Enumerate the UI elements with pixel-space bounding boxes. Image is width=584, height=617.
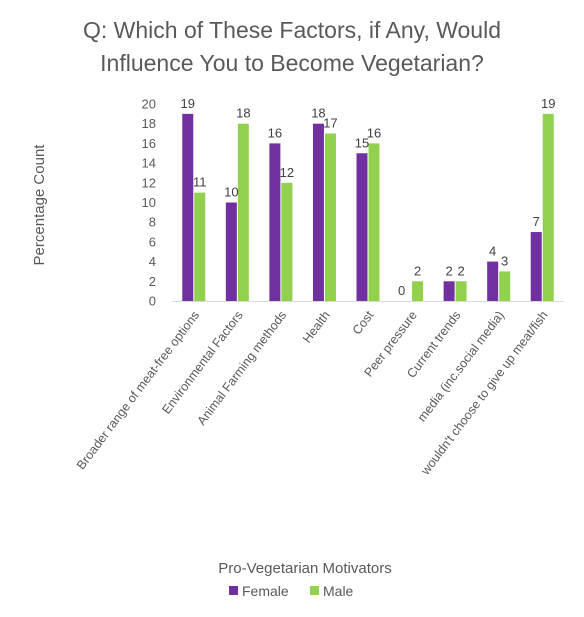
- category-label: Animal Farming methods: [194, 308, 289, 427]
- bar-male: [368, 143, 380, 301]
- data-label-female: 2: [445, 263, 452, 278]
- data-label-female: 16: [268, 125, 282, 140]
- data-label-female: 19: [181, 96, 195, 111]
- bar-female: [269, 143, 281, 301]
- y-tick-label: 14: [142, 156, 156, 171]
- bar-male: [455, 281, 467, 301]
- chart-title: Q: Which of These Factors, if Any, Would…: [83, 17, 501, 76]
- y-tick-label: 18: [142, 116, 156, 131]
- data-label-male: 18: [236, 106, 250, 121]
- legend-swatch-female: [229, 586, 238, 595]
- y-tick-label: 12: [142, 175, 156, 190]
- legend-swatch-male: [310, 586, 319, 595]
- y-tick-label: 2: [149, 274, 156, 289]
- data-label-female: 7: [533, 214, 540, 229]
- bar-female: [225, 202, 237, 301]
- bar-male: [412, 281, 424, 301]
- bar-male: [324, 133, 336, 301]
- data-label-male: 2: [414, 263, 421, 278]
- y-tick-label: 8: [149, 215, 156, 230]
- data-label-male: 12: [280, 165, 294, 180]
- bars: [182, 113, 554, 301]
- legend-label-male: Male: [323, 583, 354, 599]
- category-label: Environmental Factors: [159, 308, 245, 416]
- bar-female: [182, 113, 194, 301]
- y-tick-label: 16: [142, 136, 156, 151]
- bar-male: [542, 113, 554, 301]
- bar-female: [312, 123, 324, 301]
- data-label-male: 16: [367, 125, 381, 140]
- data-label-female: 0: [398, 283, 405, 298]
- data-label-female: 10: [224, 185, 238, 200]
- data-label-male: 19: [541, 96, 555, 111]
- category-label: Health: [300, 308, 333, 345]
- x-axis-title: Pro-Vegetarian Motivators: [218, 560, 391, 577]
- bar-female: [530, 232, 542, 301]
- chart-title-line-2: Influence You to Become Vegetarian?: [100, 50, 484, 76]
- bar-male: [281, 182, 293, 301]
- y-axis-title: Percentage Count: [31, 144, 48, 266]
- data-label-female: 15: [355, 135, 369, 150]
- y-tick-label: 20: [142, 97, 156, 112]
- legend: Female Male: [229, 583, 354, 599]
- legend-label-female: Female: [242, 583, 289, 599]
- bar-male: [499, 271, 511, 301]
- y-tick-label: 4: [149, 254, 156, 269]
- data-label-male: 11: [193, 175, 207, 190]
- bar-male: [237, 123, 249, 301]
- data-label-female: 18: [311, 106, 325, 121]
- bar-male: [194, 192, 206, 301]
- bar-female: [443, 281, 455, 301]
- bar-female: [356, 153, 368, 301]
- data-label-male: 3: [501, 253, 508, 268]
- data-label-male: 17: [323, 116, 337, 131]
- y-axis-ticks: 0 2 4 6 8 10 12 14 16 18 20: [142, 97, 156, 309]
- x-axis-category-labels: Broader range of meat-free optionsEnviro…: [74, 308, 551, 478]
- y-tick-label: 6: [149, 234, 156, 249]
- data-label-male: 2: [457, 263, 464, 278]
- data-label-female: 4: [489, 244, 496, 259]
- category-label: media (inc.social media): [415, 308, 507, 424]
- y-tick-label: 10: [142, 195, 156, 210]
- bar-female: [487, 261, 499, 301]
- category-label: Cost: [350, 308, 377, 337]
- chart-title-line-1: Q: Which of These Factors, if Any, Would: [83, 17, 501, 43]
- y-tick-label: 0: [149, 294, 156, 309]
